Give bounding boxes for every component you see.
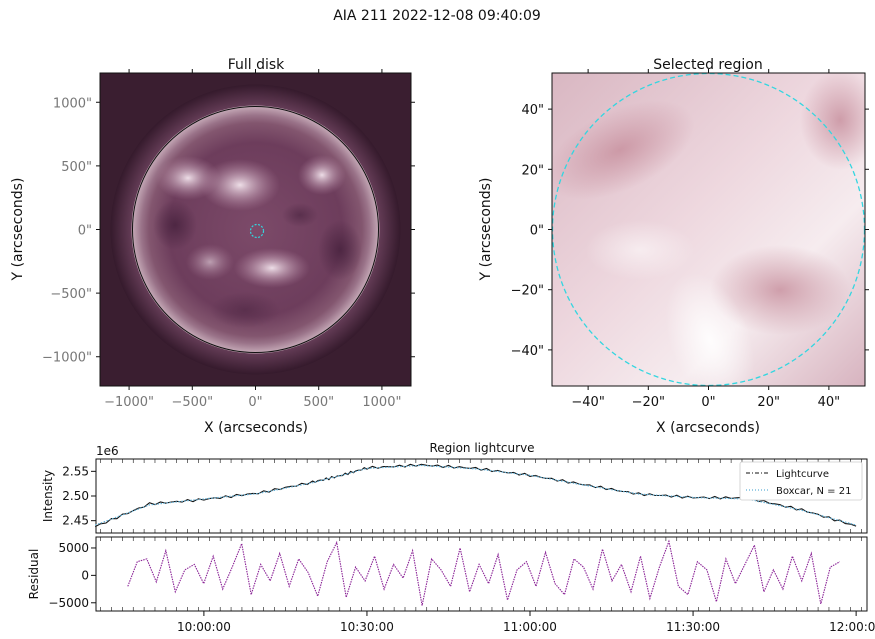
selected-region-image xyxy=(552,73,865,386)
residual-plot xyxy=(127,539,841,606)
time-xtick-label: 12:00:00 xyxy=(829,620,875,634)
region-dark-patch xyxy=(710,245,850,335)
full-disk-title: Full disk xyxy=(228,57,285,73)
region-marker xyxy=(249,223,265,239)
residual-ylabel: Residual xyxy=(27,549,41,600)
full-disk-xtick-label: −500" xyxy=(171,395,213,410)
lightcurve-plot xyxy=(94,463,857,528)
selected-region-title: Selected region xyxy=(653,57,762,73)
selected-region-xtick-label: 0" xyxy=(701,395,715,410)
full-disk-ytick-label: −500" xyxy=(50,287,92,302)
full-disk-xtick-label: 500" xyxy=(303,395,334,410)
time-xtick-label: 11:30:00 xyxy=(666,620,720,634)
selected-region-ticks: −40" −20" 0" 20" 40" −40" −20" 0" 20" 40" xyxy=(511,69,869,410)
full-disk-ytick-label: 0" xyxy=(78,224,92,239)
full-disk-xtick-label: 1000" xyxy=(362,395,401,410)
lightcurve-panel: Region lightcurve 1e6 2.45 2.50 2.55 Light… xyxy=(41,441,868,534)
selected-region-xtick-label: −20" xyxy=(632,395,665,410)
selected-region-xlabel: X (arcseconds) xyxy=(656,420,760,436)
full-disk-ytick-label: −1000" xyxy=(42,351,92,366)
region-bright-patch xyxy=(665,272,755,386)
residual-ytick-label: 0 xyxy=(81,568,89,582)
selected-region-ytick-label: 20" xyxy=(521,163,544,178)
figure-title: AIA 211 2022-12-08 09:40:09 xyxy=(333,8,541,24)
legend-box xyxy=(739,461,863,501)
solar-limb xyxy=(132,106,379,353)
full-disk-ticks: −1000" −500" 0" 500" 1000" −1000" −500" 0" 500" 1… xyxy=(42,69,415,410)
selected-region-ytick-label: 40" xyxy=(521,103,544,118)
active-region-blob xyxy=(186,244,234,280)
intensity-ylabel: Intensity xyxy=(41,470,55,522)
intensity-ytick-label: 2.45 xyxy=(62,514,89,528)
coronal-hole xyxy=(318,220,362,280)
selected-region-panel: Selected region −40" −20" 0" 20" 40" −40" −20"… xyxy=(478,57,869,436)
legend-lightcurve-label: Lightcurve xyxy=(776,469,829,480)
legend-boxcar-label: Boxcar, N = 21 xyxy=(776,486,851,497)
selected-region-xtick-label: 20" xyxy=(757,395,780,410)
residual-panel: −5000 0 5000 10:00:00 10:30:00 11:00:00 11:30:… xyxy=(27,536,875,634)
selected-region-ylabel: Y (arcseconds) xyxy=(478,178,494,282)
selected-region-xtick-label: −40" xyxy=(571,395,604,410)
lightcurve-title: Region lightcurve xyxy=(429,441,534,455)
selected-region-ytick-label: −20" xyxy=(511,284,544,299)
residual-series xyxy=(127,539,841,606)
full-disk-panel: Full disk −1000" −500" 0" 500" 1000" −1000" −5… xyxy=(10,57,415,436)
time-xtick-label: 11:00:00 xyxy=(503,620,557,634)
lightcurve-series xyxy=(94,463,857,528)
active-region-blob xyxy=(298,155,346,195)
time-xtick-label: 10:00:00 xyxy=(177,620,231,634)
residual-ticks: −5000 0 5000 10:00:00 10:30:00 11:00:00 11:30:… xyxy=(48,537,875,634)
coronal-hole xyxy=(282,203,318,227)
full-disk-xtick-label: −1000" xyxy=(104,395,154,410)
region-dark-patch xyxy=(800,73,865,170)
residual-frame xyxy=(95,536,868,612)
coronal-hole xyxy=(210,292,280,328)
coronal-hole xyxy=(153,200,197,250)
full-disk-ytick-label: 1000" xyxy=(53,96,92,111)
region-dark-patch xyxy=(552,100,695,200)
residual-ytick-label: 5000 xyxy=(58,541,89,555)
full-disk-xlabel: X (arcseconds) xyxy=(204,420,308,436)
boxcar-series xyxy=(94,464,857,526)
full-disk-image xyxy=(100,73,411,386)
full-disk-ytick-label: 500" xyxy=(61,160,92,175)
full-disk-xtick-label: 0" xyxy=(248,395,262,410)
selected-region-xtick-label: 40" xyxy=(818,395,841,410)
intensity-offset-label: 1e6 xyxy=(96,444,119,458)
residual-ytick-label: −5000 xyxy=(48,596,89,610)
full-disk-ylabel: Y (arcseconds) xyxy=(10,178,26,282)
active-region-blob xyxy=(234,248,310,288)
active-region-blob xyxy=(200,159,280,211)
selected-region-ytick-label: 0" xyxy=(530,224,544,239)
region-bright-patch xyxy=(585,220,695,280)
selected-region-ytick-label: −40" xyxy=(511,344,544,359)
intensity-ytick-label: 2.55 xyxy=(62,464,89,478)
intensity-ytick-label: 2.50 xyxy=(62,489,89,503)
legend: Lightcurve Boxcar, N = 21 xyxy=(739,461,863,501)
time-xtick-label: 10:30:00 xyxy=(340,620,394,634)
